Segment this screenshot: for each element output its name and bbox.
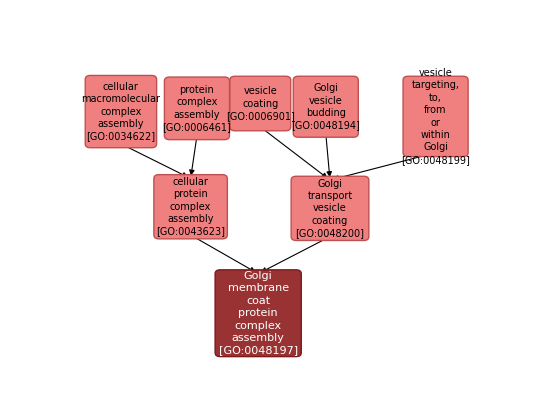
FancyBboxPatch shape	[215, 270, 301, 357]
Text: vesicle
targeting,
to,
from
or
within
Golgi
[GO:0048199]: vesicle targeting, to, from or within Go…	[401, 68, 470, 165]
Text: Golgi
membrane
coat
protein
complex
assembly
[GO:0048197]: Golgi membrane coat protein complex asse…	[219, 271, 298, 355]
Text: protein
complex
assembly
[GO:0006461]: protein complex assembly [GO:0006461]	[162, 85, 232, 132]
Text: vesicle
coating
[GO:0006901]: vesicle coating [GO:0006901]	[226, 86, 295, 121]
Text: cellular
protein
complex
assembly
[GO:0043623]: cellular protein complex assembly [GO:00…	[156, 177, 225, 237]
FancyBboxPatch shape	[403, 76, 468, 157]
Text: Golgi
transport
vesicle
coating
[GO:0048200]: Golgi transport vesicle coating [GO:0048…	[295, 178, 365, 238]
FancyBboxPatch shape	[154, 175, 227, 239]
FancyBboxPatch shape	[291, 176, 369, 241]
Text: Golgi
vesicle
budding
[GO:0048194]: Golgi vesicle budding [GO:0048194]	[292, 83, 360, 130]
Text: cellular
macromolecular
complex
assembly
[GO:0034622]: cellular macromolecular complex assembly…	[81, 82, 160, 141]
FancyBboxPatch shape	[230, 76, 290, 131]
FancyBboxPatch shape	[165, 77, 229, 140]
FancyBboxPatch shape	[85, 75, 156, 148]
FancyBboxPatch shape	[293, 76, 358, 137]
